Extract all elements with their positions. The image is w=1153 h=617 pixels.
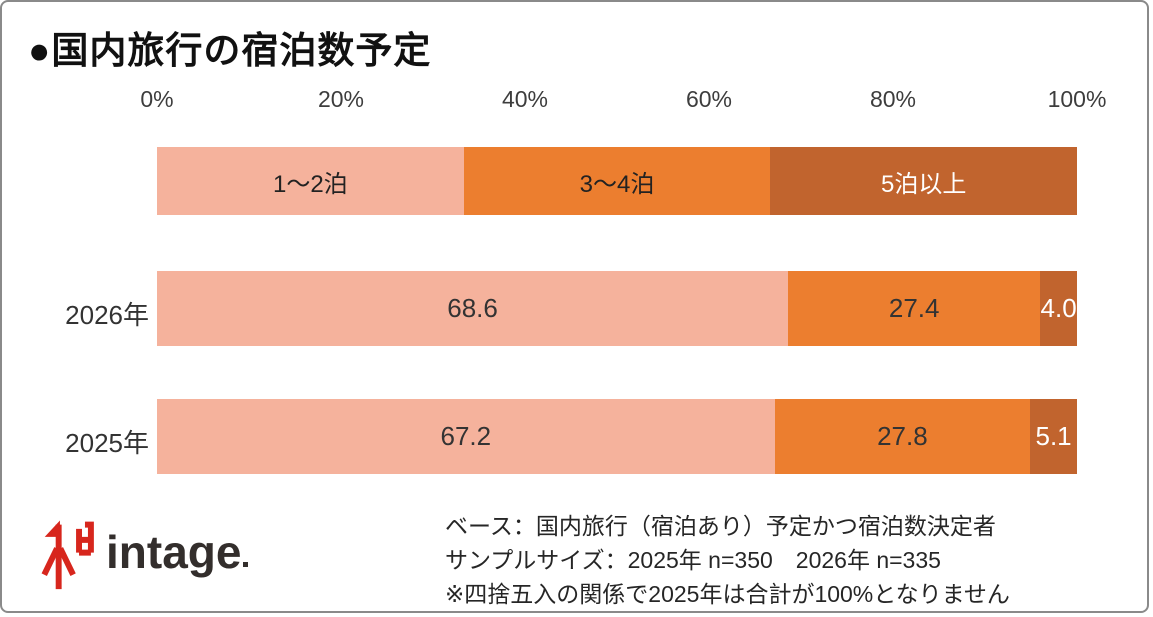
x-tick-40: 40% (501, 86, 549, 112)
category-label-2025: 2025年 (65, 428, 149, 458)
x-tick-60: 60% (685, 86, 733, 112)
x-tick-0: 0% (140, 86, 174, 112)
value-label: 4.0 (1040, 293, 1077, 323)
footnotes: ベース：国内旅行（宿泊あり）予定かつ宿泊数決定者 サンプルサイズ：2025年 n… (445, 509, 1010, 611)
category-label-2026: 2026年 (65, 300, 149, 330)
intage-wordmark: intage (106, 526, 242, 578)
bar-segment-2025-5plus-night: 5.1 (1030, 399, 1077, 474)
bar-row-2025: 67.2 27.8 5.1 (157, 399, 1077, 474)
x-tick-20: 20% (317, 86, 365, 112)
value-label: 27.4 (888, 293, 940, 323)
value-label: 27.8 (877, 421, 928, 451)
page-title: ●国内旅行の宿泊数予定 (28, 30, 432, 71)
x-tick-80: 80% (869, 86, 917, 112)
footnote-sample-size: サンプルサイズ：2025年 n=350 2026年 n=335 (445, 547, 941, 573)
bar-segment-2026-5plus-night: 4.0 (1040, 271, 1077, 346)
registered-mark (243, 561, 249, 567)
legend-item-5plus-night: 5泊以上 (770, 147, 1078, 215)
intage-logo-mark-icon (41, 520, 94, 590)
value-label: 67.2 (440, 421, 492, 451)
legend-item-3-4night: 3～4泊 (463, 147, 771, 215)
x-axis: 0% 20% 40% 60% 80% 100% (140, 86, 1106, 114)
bar-segment-2026-1-2night: 68.6 (157, 271, 789, 346)
x-tick-100: 100% (1047, 86, 1107, 112)
value-label: 5.1 (1035, 421, 1072, 451)
legend-item-1-2night: 1～2泊 (157, 147, 464, 215)
value-label: 68.6 (447, 293, 498, 323)
bar-segment-2026-3-4night: 27.4 (788, 271, 1041, 346)
bar-segment-2025-3-4night: 27.8 (774, 399, 1031, 474)
legend-label: 1～2泊 (272, 170, 348, 198)
footnote-rounding: ※四捨五入の関係で2025年は合計が100%となりません (445, 581, 1010, 607)
intage-logo: intage (40, 518, 249, 594)
bar-segment-2025-1-2night: 67.2 (157, 399, 775, 474)
footnote-base: ベース：国内旅行（宿泊あり）予定かつ宿泊数決定者 (445, 513, 996, 539)
legend-label: 5泊以上 (881, 170, 967, 198)
bar-row-2026: 68.6 27.4 4.0 (157, 271, 1077, 346)
legend-label: 3～4泊 (579, 170, 655, 198)
legend-bar: 1～2泊 3～4泊 5泊以上 (157, 147, 1078, 215)
